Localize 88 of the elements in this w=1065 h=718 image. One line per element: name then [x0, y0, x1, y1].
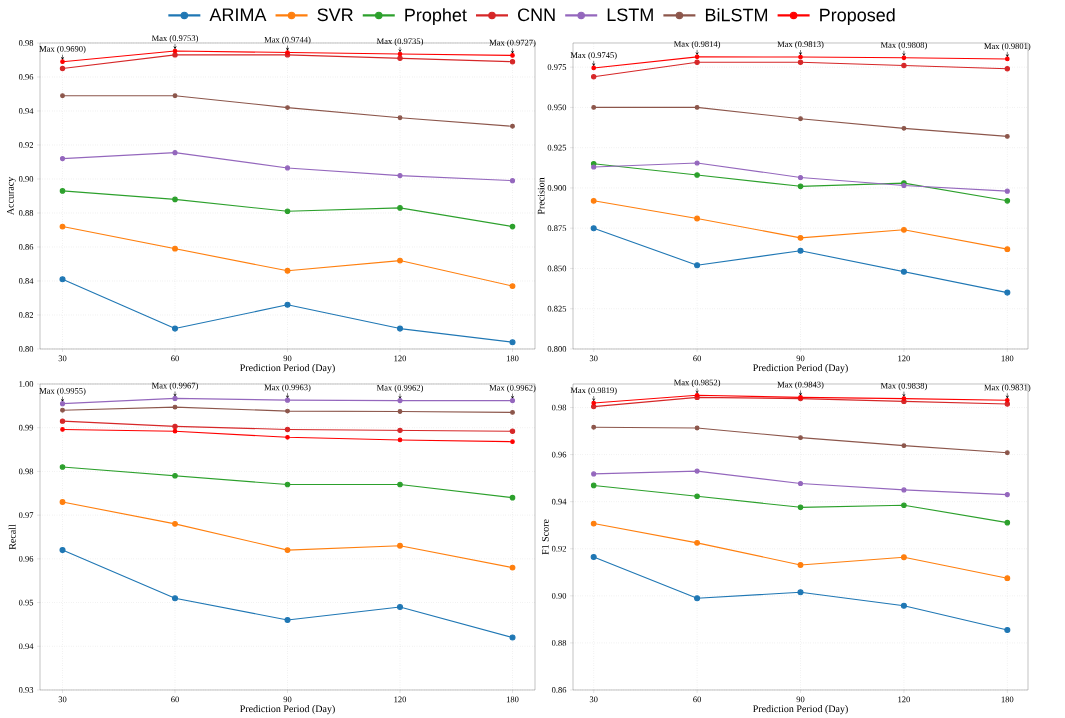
annotation: Max (0.9690)	[39, 46, 86, 54]
y-tick-label: 1.00	[19, 381, 34, 388]
y-tick-label: 0.94	[551, 499, 567, 505]
y-tick-label: 0.975	[547, 64, 567, 71]
annotation: Max (0.9831)	[984, 384, 1031, 393]
annotation: Max (0.9813)	[777, 41, 824, 50]
y-axis-title: Recall	[8, 524, 16, 550]
annotation: Max (0.9735)	[376, 38, 423, 47]
annotation: Max (0.9814)	[673, 41, 721, 49]
legend-label: BiLSTM	[705, 8, 768, 22]
x-tick-label: 120	[394, 696, 407, 703]
y-tick-label: 0.825	[547, 306, 567, 312]
y-tick-label: 0.92	[18, 142, 34, 149]
y-tick-label: 0.875	[547, 225, 567, 232]
y-tick-label: 0.97	[18, 512, 34, 519]
x-axis-title: Prediction Period (Day)	[240, 364, 335, 374]
legend-label: ARIMA	[209, 8, 267, 22]
x-tick-label: 180	[506, 696, 519, 703]
x-tick-label: 180	[1001, 696, 1014, 703]
y-tick-label: 0.94	[18, 108, 34, 115]
x-axis-title: Prediction Period (Day)	[240, 705, 335, 715]
y-tick-label: 0.925	[547, 145, 567, 151]
x-axis-title: Prediction Period (Day)	[753, 705, 848, 715]
y-tick-label: 0.96	[551, 451, 567, 458]
annotation: Max (0.9727)	[489, 39, 536, 48]
annotation: Max (0.9852)	[673, 379, 721, 388]
x-tick-label: 90	[796, 355, 805, 362]
x-tick-label: 60	[171, 355, 179, 362]
y-tick-label: 0.88	[551, 640, 567, 647]
x-tick-label: 30	[589, 696, 598, 703]
x-tick-label: 90	[283, 696, 292, 703]
y-tick-label: 0.86	[18, 244, 34, 251]
y-tick-label: 0.850	[547, 265, 567, 272]
x-tick-label: 120	[898, 696, 910, 703]
y-tick-label: 0.95	[18, 599, 34, 606]
annotation: Max (0.9801)	[984, 43, 1031, 51]
annotation: Max (0.9808)	[880, 42, 927, 50]
legend-label: LSTM	[607, 8, 653, 22]
legend-label: SVR	[317, 8, 353, 22]
x-tick-label: 120	[394, 355, 407, 362]
annotation: Max (0.9967)	[151, 382, 198, 391]
annotation: Max (0.9838)	[880, 382, 927, 391]
y-tick-label: 0.90	[551, 593, 567, 599]
x-tick-label: 60	[693, 355, 702, 362]
y-tick-label: 0.92	[551, 546, 566, 552]
x-tick-label: 90	[796, 696, 805, 703]
legend-label: Proposed	[820, 8, 895, 26]
y-tick-label: 0.96	[18, 74, 34, 81]
annotation: Max (0.9753)	[151, 35, 198, 43]
x-tick-label: 180	[1001, 355, 1014, 362]
y-tick-label: 0.94	[18, 643, 34, 650]
legend-label: CNN	[518, 8, 555, 22]
y-tick-label: 0.90	[18, 176, 34, 183]
y-axis-title: F1 Score	[542, 519, 549, 555]
y-tick-label: 0.98	[18, 40, 34, 47]
annotation: Max (0.9962)	[376, 384, 423, 393]
y-tick-label: 0.86	[551, 687, 567, 694]
x-tick-label: 90	[283, 355, 292, 362]
y-axis-title: Precision	[537, 177, 545, 215]
y-tick-label: 0.950	[547, 104, 567, 111]
legend-label: Prophet	[405, 8, 467, 26]
y-tick-label: 0.900	[547, 185, 567, 192]
annotation: Max (0.9963)	[264, 384, 311, 393]
y-tick-label: 0.800	[547, 346, 567, 353]
y-tick-label: 0.80	[18, 346, 34, 353]
y-tick-label: 0.96	[18, 556, 34, 562]
x-tick-label: 180	[506, 355, 519, 362]
y-tick-label: 0.82	[18, 312, 34, 319]
annotation: Max (0.9962)	[489, 384, 536, 393]
annotation: Max (0.9843)	[777, 381, 824, 390]
annotation: Max (0.9819)	[570, 387, 617, 396]
y-axis-title: Accuracy	[6, 177, 16, 216]
y-tick-label: 0.98	[551, 404, 567, 411]
x-tick-label: 60	[171, 696, 179, 703]
annotation: Max (0.9745)	[570, 52, 617, 60]
x-tick-label: 60	[693, 696, 702, 703]
x-axis-title: Prediction Period (Day)	[753, 364, 848, 374]
x-tick-label: 30	[58, 696, 67, 703]
y-tick-label: 0.84	[18, 278, 34, 285]
x-tick-label: 30	[589, 355, 598, 362]
annotation: Max (0.9744)	[264, 36, 311, 45]
x-tick-label: 30	[58, 355, 67, 362]
y-tick-label: 0.99	[18, 425, 34, 431]
y-tick-label: 0.98	[18, 468, 34, 475]
y-tick-label: 0.88	[18, 210, 34, 217]
annotation: Max (0.9955)	[39, 387, 86, 396]
x-tick-label: 120	[898, 355, 910, 362]
y-tick-label: 0.93	[18, 687, 34, 694]
